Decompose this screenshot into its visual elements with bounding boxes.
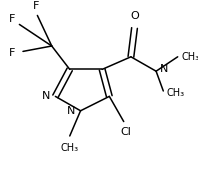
Text: F: F bbox=[9, 14, 15, 24]
Text: N: N bbox=[67, 106, 75, 116]
Text: Cl: Cl bbox=[120, 127, 131, 137]
Text: N: N bbox=[42, 91, 50, 101]
Text: CH₃: CH₃ bbox=[61, 143, 79, 153]
Text: O: O bbox=[130, 11, 139, 21]
Text: CH₃: CH₃ bbox=[181, 52, 198, 62]
Text: CH₃: CH₃ bbox=[167, 88, 185, 98]
Text: F: F bbox=[9, 48, 15, 58]
Text: N: N bbox=[160, 64, 168, 74]
Text: F: F bbox=[32, 1, 39, 12]
